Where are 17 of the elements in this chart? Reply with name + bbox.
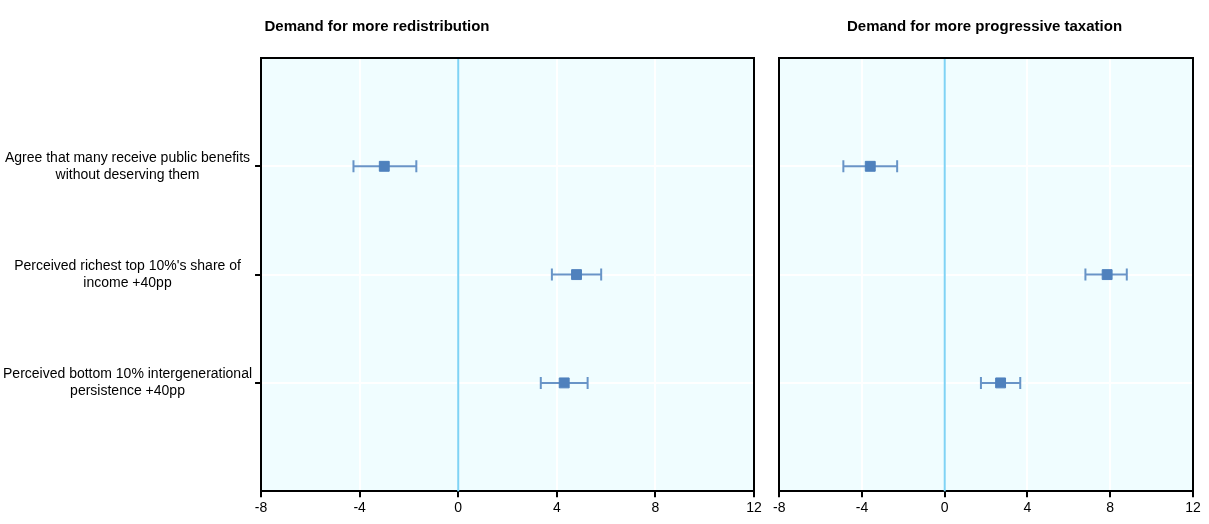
x-tick-label: -4 [855, 499, 869, 516]
x-tick-label: -8 [254, 499, 268, 516]
x-tick-label: 4 [552, 499, 561, 516]
x-tick-label: 0 [454, 499, 463, 516]
chart-title: Demand for more progressive taxation [846, 17, 1123, 35]
y-tick-label: Agree that many receive public benefits without deserving them [4, 148, 251, 182]
x-tick-label: 12 [746, 499, 762, 516]
x-tick-label: 8 [1106, 499, 1115, 516]
x-tick-label: 4 [1023, 499, 1032, 516]
x-tick-label: 12 [1185, 499, 1201, 516]
y-tick-label: Perceived bottom 10% intergenerational persistence +40pp [3, 365, 253, 399]
y-tick-label: Perceived richest top 10%'s share of income +40pp [14, 257, 242, 290]
x-tick-label: 0 [940, 499, 949, 516]
chart-title: Demand for more redistribution [264, 17, 490, 35]
x-tick-label: -4 [353, 499, 367, 516]
x-tick-label: -8 [773, 499, 786, 516]
x-tick-label: 8 [651, 499, 660, 516]
